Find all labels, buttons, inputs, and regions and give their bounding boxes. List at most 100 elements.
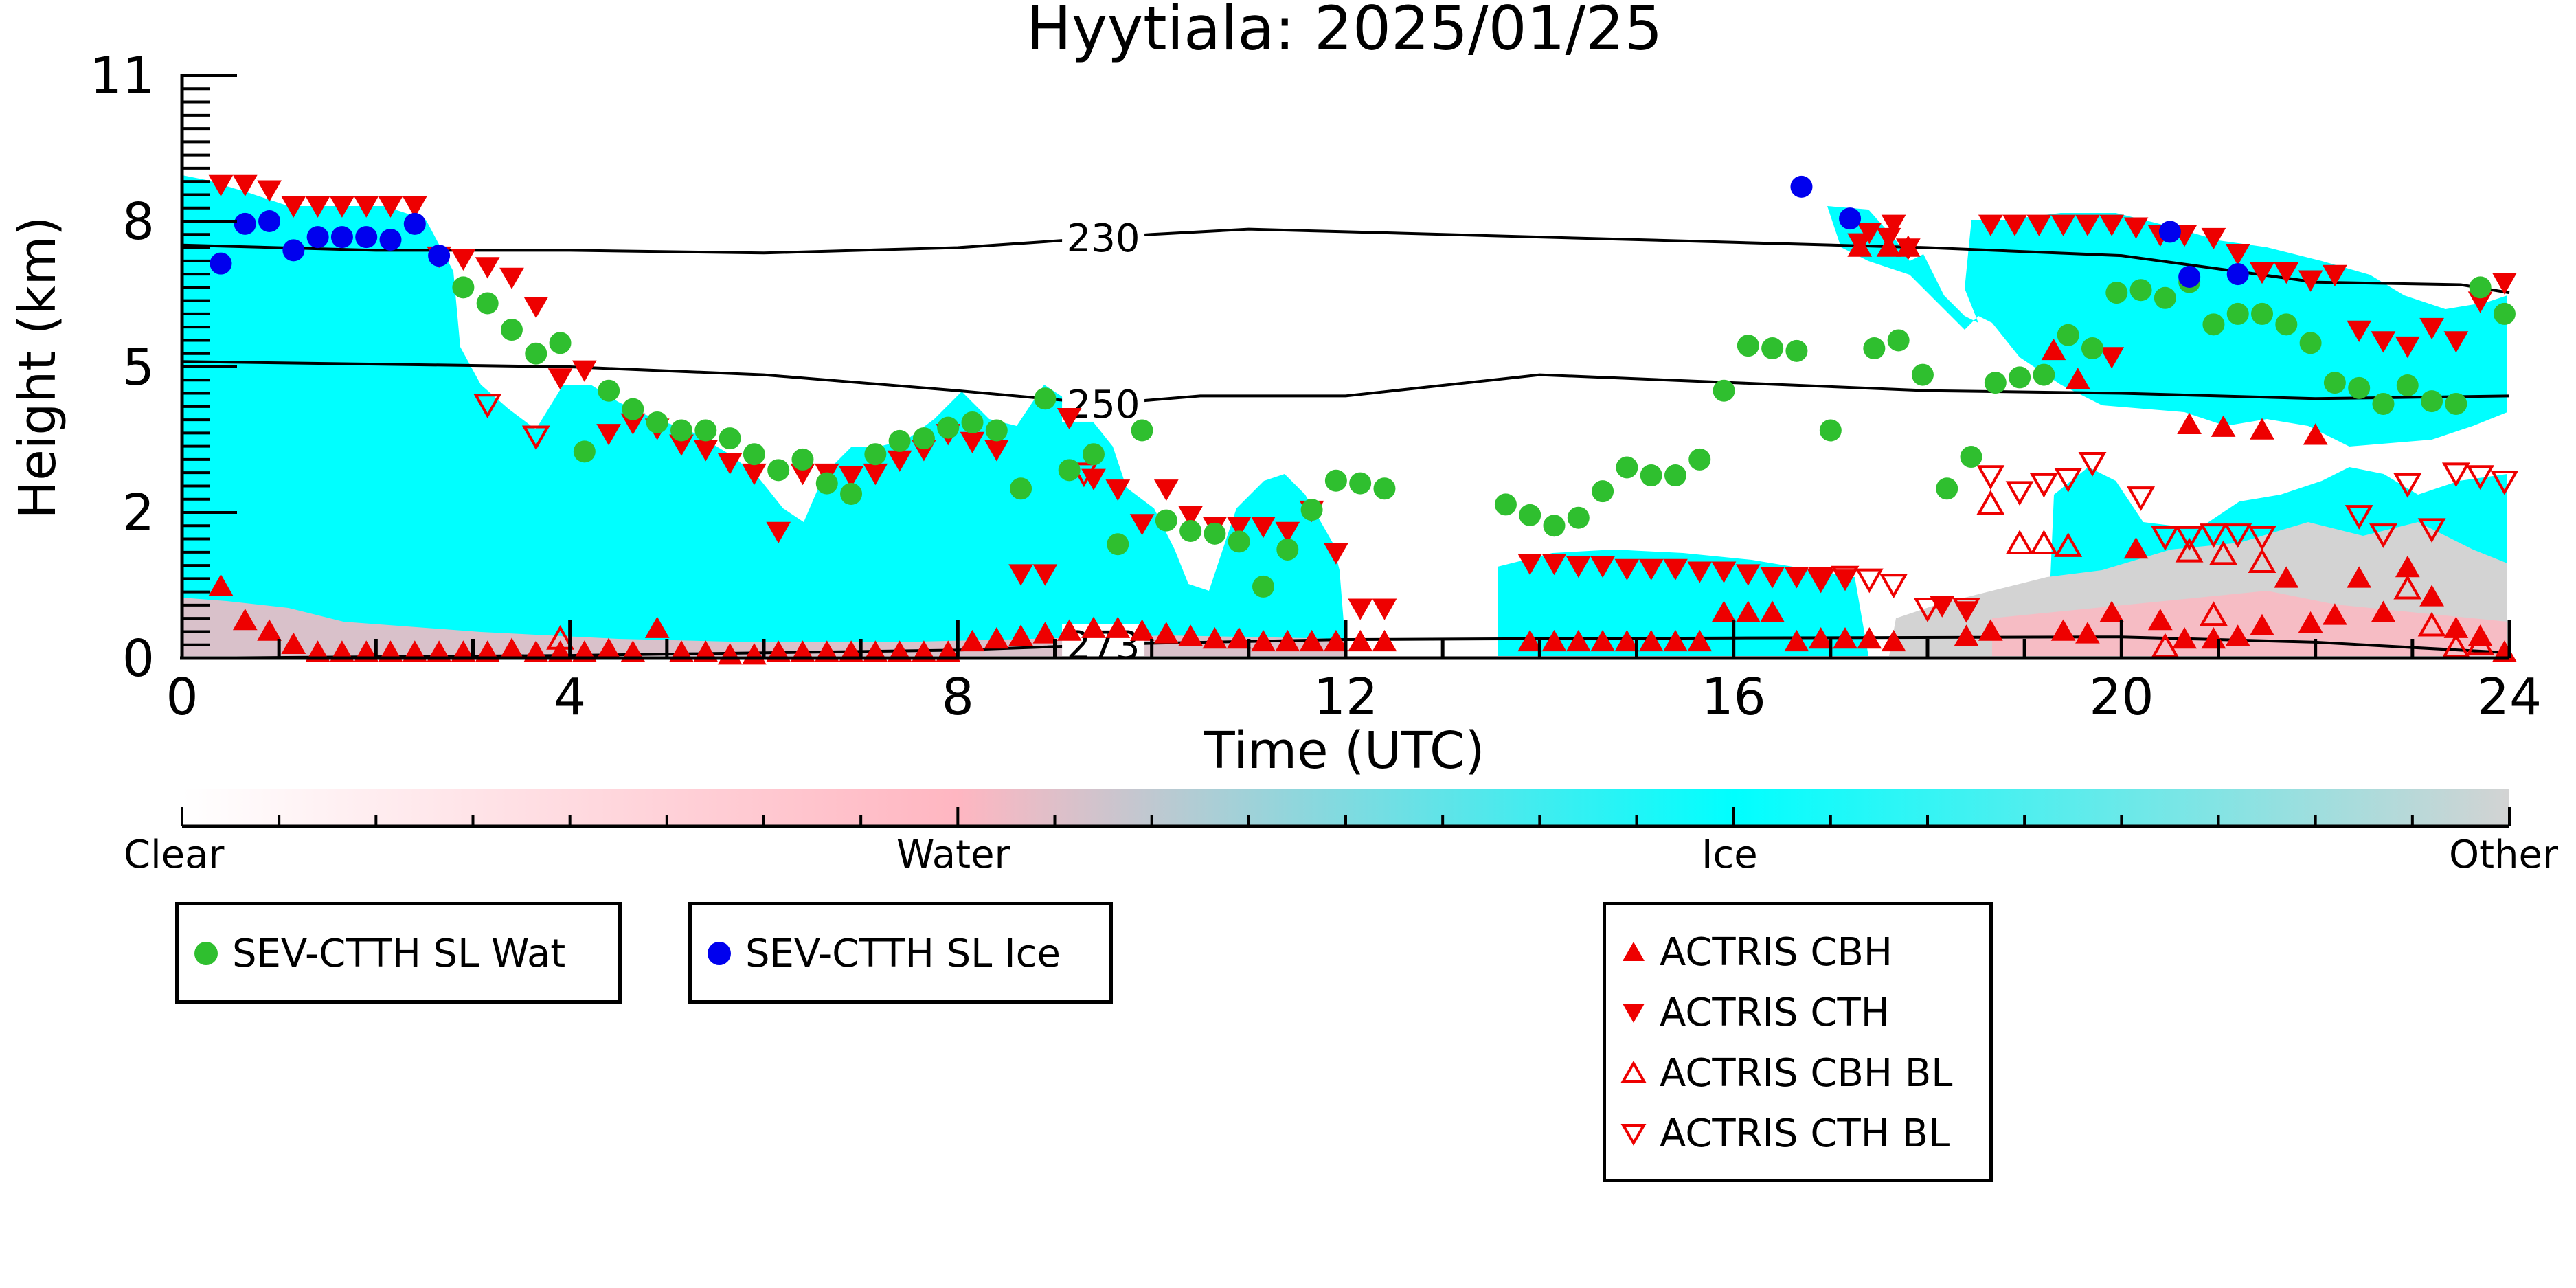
point-actris-cth-81 — [2323, 264, 2347, 287]
legend-label: ACTRIS CTH BL — [1660, 1111, 1950, 1156]
point-actris-cth-10 — [451, 249, 476, 271]
point-actris-cbh-69 — [2099, 600, 2125, 622]
point-actris-cbh-34 — [1032, 622, 1058, 644]
point-actris-cth-77 — [2225, 244, 2250, 266]
point-actris-cbh-bl-6 — [2209, 540, 2238, 565]
point-actris-cbh-67 — [2050, 619, 2076, 641]
phase-curtain — [182, 175, 2507, 656]
legend-item: SEV-CTTH SL Ice — [692, 923, 1109, 984]
legend-item: ACTRIS CTH — [1606, 982, 1989, 1043]
point-actris-cbh-1 — [232, 608, 258, 631]
point-actris-cbh-bl-7 — [2248, 548, 2276, 573]
legend-item: ACTRIS CBH BL — [1606, 1043, 1989, 1103]
point-sev-ctth-sl-wat-38 — [1373, 477, 1396, 500]
point-sev-ctth-sl-wat-26 — [1082, 443, 1105, 466]
point-actris-cth-0 — [208, 174, 234, 197]
point-sev-ctth-sl-ice-13 — [2178, 265, 2201, 288]
y-tick-label: 0 — [122, 629, 155, 688]
point-actris-cth-46 — [1324, 543, 1348, 565]
point-actris-cth-55 — [1663, 558, 1688, 580]
point-sev-ctth-sl-wat-32 — [1228, 530, 1250, 553]
point-actris-cbh-77 — [2298, 611, 2323, 633]
point-actris-cbh-82 — [2419, 585, 2444, 607]
point-actris-cth-23 — [766, 521, 791, 544]
point-actris-cbh-54 — [1638, 629, 1664, 652]
point-actris-cbh-62 — [1833, 626, 1857, 649]
point-actris-cth-bl-9 — [2029, 473, 2058, 498]
legend-actris: ACTRIS CBH ACTRIS CTH ACTRIS CBH BL ACTR… — [1603, 902, 1993, 1182]
point-sev-ctth-sl-wat-73 — [2348, 376, 2371, 399]
x-tick-label: 16 — [1702, 668, 1766, 727]
point-actris-cbh-68 — [2075, 622, 2100, 644]
point-actris-cbh-63 — [1857, 626, 1882, 649]
point-sev-ctth-sl-wat-12 — [743, 443, 765, 466]
contour-line-230 — [181, 227, 2510, 295]
point-actris-cbh-bl-10 — [2441, 633, 2470, 658]
point-sev-ctth-sl-wat-56 — [1936, 477, 1958, 500]
point-sev-ctth-sl-wat-14 — [791, 448, 814, 471]
point-actris-cth-bl-6 — [1952, 598, 1980, 622]
point-actris-cth-33 — [1008, 564, 1033, 586]
contour-label-273: 273 — [1067, 624, 1140, 668]
chart-title: Hyytiala: 2025/01/25 — [1026, 0, 1662, 64]
point-sev-ctth-sl-wat-53 — [1863, 337, 1886, 360]
point-actris-cth-39 — [1153, 479, 1179, 501]
point-actris-cth-63 — [1857, 223, 1882, 245]
point-sev-ctth-sl-wat-5 — [573, 440, 596, 463]
point-actris-cth-bl-14 — [2175, 526, 2204, 551]
point-sev-ctth-sl-wat-60 — [2033, 363, 2055, 386]
point-actris-cth-14 — [547, 368, 573, 390]
point-actris-cbh-bl-3 — [2029, 530, 2058, 554]
point-actris-cbh-37 — [1105, 616, 1131, 638]
point-actris-cth-43 — [1251, 517, 1276, 539]
point-actris-cth-64 — [1881, 214, 1906, 236]
colorbar-label-clear: Clear — [124, 833, 225, 877]
contour-label-230: 230 — [1067, 216, 1140, 261]
point-sev-ctth-sl-ice-12 — [2158, 221, 2181, 243]
point-actris-cbh-38 — [1129, 619, 1155, 641]
point-sev-ctth-sl-ice-5 — [330, 226, 353, 249]
point-sev-ctth-sl-wat-0 — [452, 276, 475, 299]
x-tick-label: 8 — [942, 668, 974, 727]
point-actris-cth-34 — [1032, 564, 1058, 586]
colorbar-label-water: Water — [896, 833, 1010, 877]
data-series — [208, 174, 2519, 665]
point-actris-cbh-61 — [1808, 626, 1833, 649]
point-actris-cth-bl-8 — [2005, 481, 2034, 506]
point-actris-cbh-3 — [281, 632, 306, 654]
point-actris-cth-12 — [499, 267, 524, 289]
point-actris-cth-bl-13 — [2151, 526, 2180, 551]
point-sev-ctth-sl-wat-79 — [2493, 302, 2516, 325]
point-actris-cth-bl-12 — [2127, 486, 2156, 511]
point-actris-cth-bl-11 — [2078, 452, 2107, 477]
point-actris-cbh-92 — [2211, 415, 2236, 437]
point-actris-cth-1 — [232, 174, 258, 197]
point-sev-ctth-sl-wat-11 — [719, 427, 741, 450]
point-actris-cbh-bl-11 — [2466, 630, 2495, 655]
point-actris-cth-72 — [2099, 214, 2125, 236]
point-actris-cth-40 — [1178, 506, 1203, 528]
point-sev-ctth-sl-wat-64 — [2129, 279, 2152, 302]
point-actris-cbh-47 — [1348, 629, 1373, 652]
point-sev-ctth-sl-wat-18 — [888, 429, 911, 452]
point-actris-cth-bl-18 — [2345, 505, 2373, 530]
point-sev-ctth-sl-wat-30 — [1179, 519, 1202, 542]
colorbar-label-ice: Ice — [1702, 833, 1758, 877]
triangle-down-filled-icon — [1623, 1004, 1645, 1023]
point-sev-ctth-sl-wat-34 — [1276, 538, 1299, 561]
point-actris-cth-bl-15 — [2199, 523, 2228, 548]
legend-label: SEV-CTTH SL Ice — [745, 931, 1061, 976]
legend-item: ACTRIS CTH BL — [1606, 1103, 1989, 1164]
point-actris-cbh-71 — [2147, 608, 2173, 631]
point-actris-cth-82 — [2347, 320, 2372, 343]
point-actris-cth-90 — [1876, 227, 1901, 250]
point-sev-ctth-sl-wat-20 — [937, 416, 960, 439]
point-sev-ctth-sl-wat-50 — [1761, 337, 1784, 360]
point-actris-cth-52 — [1590, 556, 1615, 578]
point-actris-cbh-31 — [960, 629, 985, 652]
point-sev-ctth-sl-wat-3 — [525, 342, 547, 365]
legend-label: ACTRIS CBH — [1660, 929, 1893, 975]
point-sev-ctth-sl-wat-35 — [1300, 499, 1323, 521]
point-actris-cth-51 — [1566, 556, 1591, 578]
y-tick-label: 2 — [122, 484, 155, 543]
